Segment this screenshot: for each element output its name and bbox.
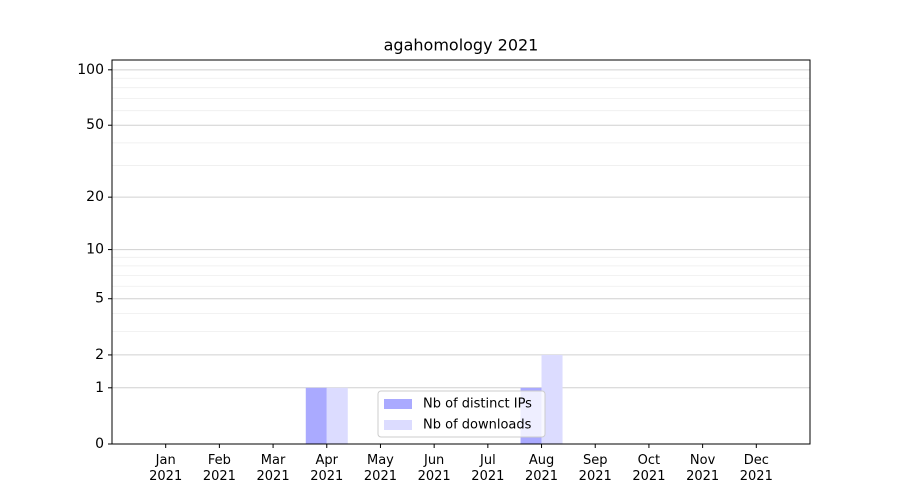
chart-title: agahomology 2021 <box>384 36 539 55</box>
x-tick-label: Sep 2021 <box>578 453 612 484</box>
legend-swatch <box>384 420 412 430</box>
legend-box <box>377 390 546 438</box>
x-tick-label: May 2021 <box>363 453 397 484</box>
x-tick-label: Mar 2021 <box>256 453 290 484</box>
bar <box>326 387 348 444</box>
y-tick-label: 20 <box>86 189 104 205</box>
x-tick-label: Jan 2021 <box>149 453 183 484</box>
x-tick-label: Apr 2021 <box>310 453 344 484</box>
x-tick-label: Oct 2021 <box>632 453 666 484</box>
y-tick-label: 0 <box>95 436 104 452</box>
y-tick-label: 50 <box>86 117 104 133</box>
legend-label: Nb of distinct IPs <box>423 397 532 412</box>
x-tick-label: Dec 2021 <box>739 453 773 484</box>
y-tick-label: 2 <box>95 347 104 363</box>
y-tick-label: 5 <box>95 291 104 307</box>
bar <box>541 354 563 444</box>
x-tick-label: Nov 2021 <box>686 453 720 484</box>
bar <box>305 387 327 444</box>
legend-label: Nb of downloads <box>423 418 532 433</box>
x-tick-label: Feb 2021 <box>202 453 236 484</box>
y-tick-label: 1 <box>95 380 104 396</box>
x-tick-label: Jun 2021 <box>417 453 451 484</box>
y-tick-label: 10 <box>86 242 104 258</box>
x-tick-label: Aug 2021 <box>524 453 559 484</box>
legend-swatch <box>384 399 412 409</box>
plot-frame <box>111 59 811 445</box>
y-tick-label: 100 <box>77 62 104 78</box>
x-tick-label: Jul 2021 <box>471 453 505 484</box>
